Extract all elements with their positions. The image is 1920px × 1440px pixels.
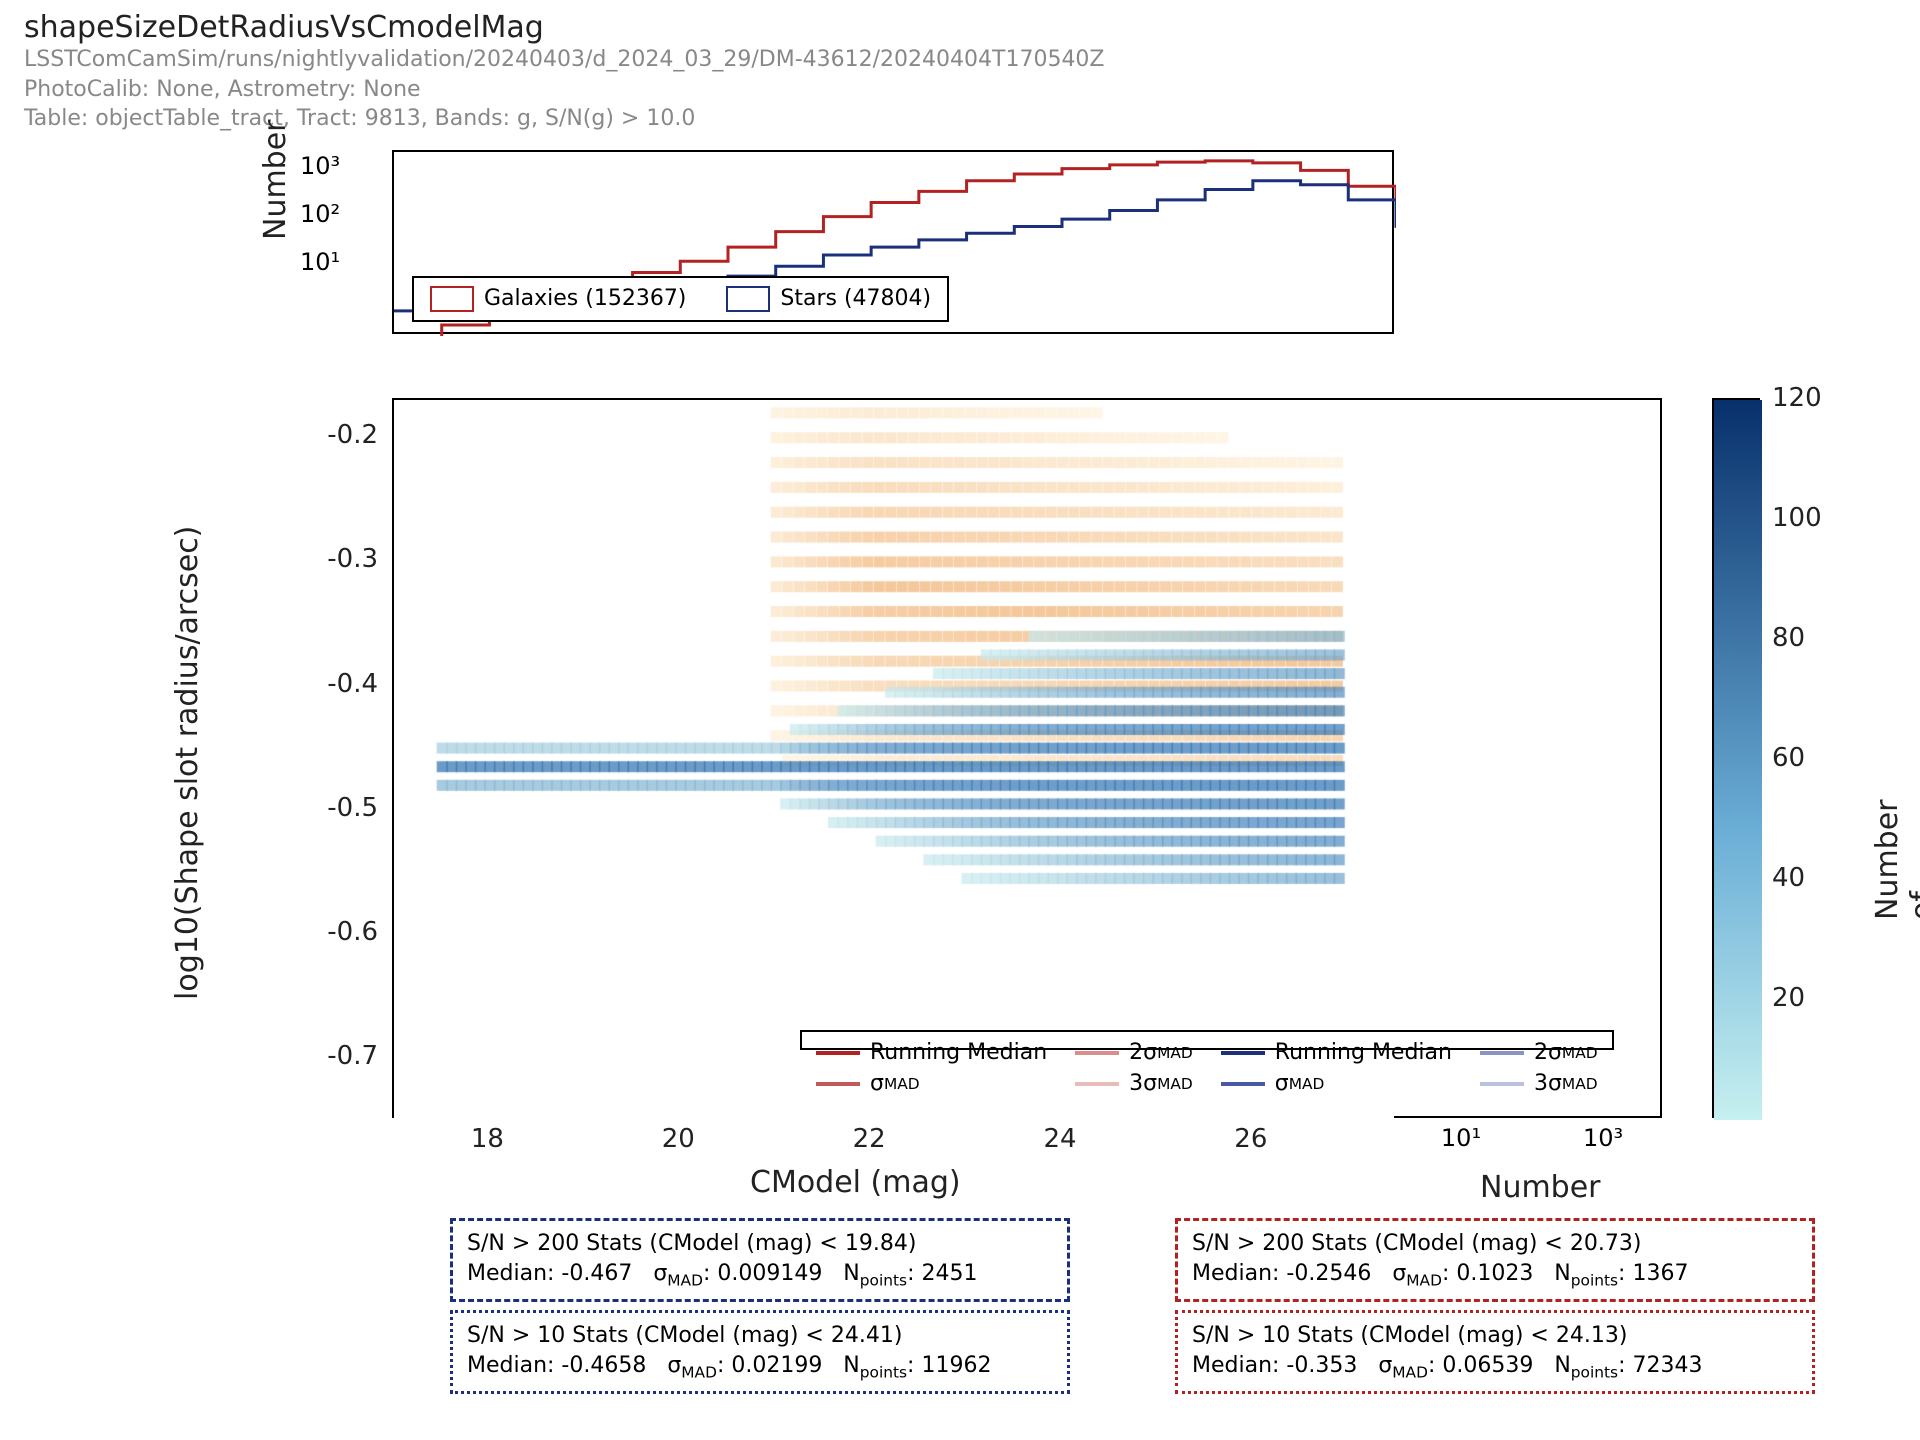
right-hist-xlabel: Number — [1480, 1170, 1601, 1205]
sb4-line1: S/N > 10 Stats (CModel (mag) < 24.13) — [1192, 1321, 1798, 1351]
sb-line1: S/N > 200 Stats (CModel (mag) < 19.84) — [467, 1229, 1053, 1259]
x-axis-label: CModel (mag) — [750, 1165, 961, 1200]
top-hist-ylabel: Number — [258, 119, 293, 240]
rl-star-2sig: 2σMAD — [1480, 1040, 1598, 1065]
colorbar-svg — [1714, 400, 1762, 1120]
rl-star-median: Running Median — [1221, 1040, 1452, 1065]
sb2-line1: S/N > 10 Stats (CModel (mag) < 24.41) — [467, 1321, 1053, 1351]
run-path: LSSTComCamSim/runs/nightlyvalidation/202… — [24, 45, 1105, 75]
rl-gal-3sig: 3σMAD — [1075, 1071, 1193, 1096]
rhx-tick3: 10³ — [1583, 1124, 1623, 1152]
scatter-panel: Running Median 2σMAD Running Median 2σMA… — [392, 398, 1394, 1118]
right-histogram-panel — [1394, 398, 1662, 1118]
scatter-canvas — [394, 400, 1396, 1120]
top-hist-legend: Galaxies (152367) Stars (47804) — [412, 276, 949, 322]
right-hist-xticks: 10¹ 10³ — [1394, 1124, 1662, 1154]
top-hist-ytick-1: 10¹ — [300, 248, 340, 276]
colorbar-label: Number of Points Per Bin — [1870, 799, 1920, 920]
rl-gal-2sig: 2σMAD — [1075, 1040, 1193, 1065]
rl-gal-median: Running Median — [816, 1040, 1047, 1065]
sb4-line2: Median: -0.353 σMAD: 0.06539 Npoints: 72… — [1192, 1351, 1798, 1383]
sb-line2: Median: -0.467 σMAD: 0.009149 Npoints: 2… — [467, 1259, 1053, 1291]
rl-gal-1sig: σMAD — [816, 1071, 1047, 1096]
stats-box-gal-snr10: S/N > 10 Stats (CModel (mag) < 24.13) Me… — [1175, 1310, 1815, 1394]
sb2-line2: Median: -0.4658 σMAD: 0.02199 Npoints: 1… — [467, 1351, 1053, 1383]
rl-star-3sig: 3σMAD — [1480, 1071, 1598, 1096]
top-hist-ytick-3: 10³ — [300, 152, 340, 180]
top-hist-ytick-2: 10² — [300, 200, 340, 228]
stats-box-stars-snr10: S/N > 10 Stats (CModel (mag) < 24.41) Me… — [450, 1310, 1070, 1394]
stats-box-stars-snr200: S/N > 200 Stats (CModel (mag) < 19.84) M… — [450, 1218, 1070, 1302]
rhx-tick1: 10¹ — [1441, 1124, 1481, 1152]
rl-star-1sig: σMAD — [1221, 1071, 1452, 1096]
legend-galaxies: Galaxies (152367) — [430, 286, 686, 312]
sb3-line2: Median: -0.2546 σMAD: 0.1023 Npoints: 13… — [1192, 1259, 1798, 1291]
running-legend: Running Median 2σMAD Running Median 2σMA… — [800, 1030, 1614, 1050]
table-line: Table: objectTable_tract, Tract: 9813, B… — [24, 104, 1105, 134]
legend-stars: Stars (47804) — [726, 286, 931, 312]
stats-box-gal-snr200: S/N > 200 Stats (CModel (mag) < 20.73) M… — [1175, 1218, 1815, 1302]
plot-title: shapeSizeDetRadiusVsCmodelMag — [24, 10, 1105, 45]
header: shapeSizeDetRadiusVsCmodelMag LSSTComCam… — [24, 10, 1105, 134]
colorbar — [1712, 398, 1760, 1118]
calib-line: PhotoCalib: None, Astrometry: None — [24, 75, 1105, 105]
sb3-line1: S/N > 200 Stats (CModel (mag) < 20.73) — [1192, 1229, 1798, 1259]
top-histogram-panel: Galaxies (152367) Stars (47804) — [392, 150, 1394, 334]
right-histogram-svg — [1394, 400, 1662, 1120]
y-axis-label: log10(Shape slot radius/arcsec) — [170, 526, 205, 1000]
